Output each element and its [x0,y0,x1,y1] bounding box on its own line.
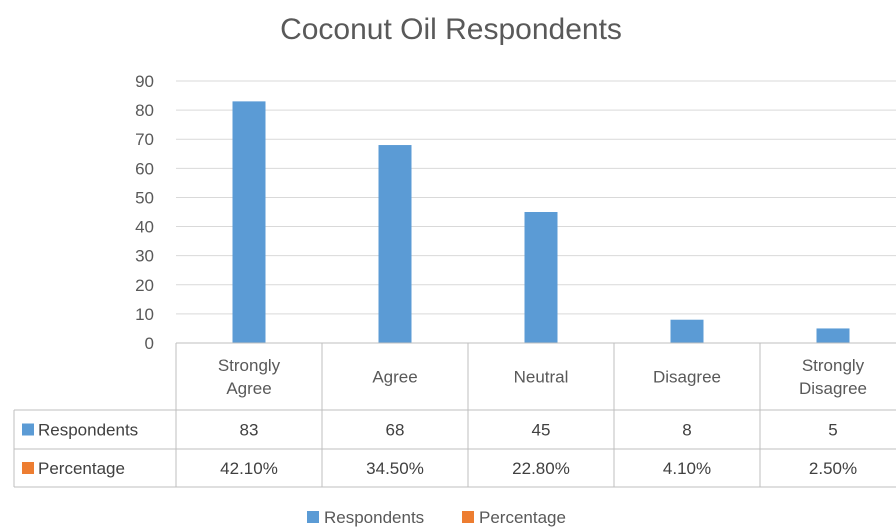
table-legend-key [22,423,34,436]
y-tick-label: 90 [135,72,154,91]
bar-respondents [232,101,266,343]
legend-label: Percentage [479,508,566,527]
y-tick-label: 50 [135,188,154,207]
y-tick-label: 80 [135,101,154,120]
x-category-label: Disagree [653,368,721,387]
y-axis-ticks: 0 10 20 30 40 50 60 70 80 90 [135,72,154,353]
gridlines [176,80,896,315]
bar-respondents [378,145,412,343]
table-cell: 68 [386,421,405,440]
table-cell: 4.10% [663,459,711,478]
legend-swatch [462,511,474,523]
table-cell: 2.50% [809,459,857,478]
x-category-label: Strongly [218,356,281,375]
x-category-label: Strongly [802,356,865,375]
table-cell: 5 [828,421,837,440]
table-cell: 45 [532,421,551,440]
x-category-label: Agree [226,379,271,398]
y-tick-label: 70 [135,130,154,149]
table-cell: 22.80% [512,459,570,478]
bars [232,101,850,343]
legend-swatch [307,511,319,523]
legend-label: Respondents [324,508,424,527]
data-table: Strongly Agree Agree Neutral Disagree Strongl… [13,342,896,488]
bar-respondents [524,212,558,343]
x-category-label: Agree [372,368,417,387]
y-tick-label: 0 [145,334,154,353]
y-tick-label: 30 [135,247,154,266]
x-category-label: Disagree [799,379,867,398]
bar-respondents [816,328,850,343]
table-cell: 42.10% [220,459,278,478]
y-tick-label: 20 [135,276,154,295]
y-tick-label: 60 [135,159,154,178]
table-legend-key [22,462,34,474]
table-cell: 34.50% [366,459,424,478]
y-tick-label: 40 [135,218,154,237]
y-tick-label: 10 [135,305,154,324]
table-row-label: Percentage [38,459,125,478]
table-cell: 8 [682,421,691,440]
table-cell: 83 [240,421,259,440]
bar-respondents [670,319,704,343]
legend: Respondents Percentage [307,508,566,527]
chart-title: Coconut Oil Respondents [280,13,622,46]
x-category-label: Neutral [514,368,569,387]
table-row-label: Respondents [38,421,138,440]
